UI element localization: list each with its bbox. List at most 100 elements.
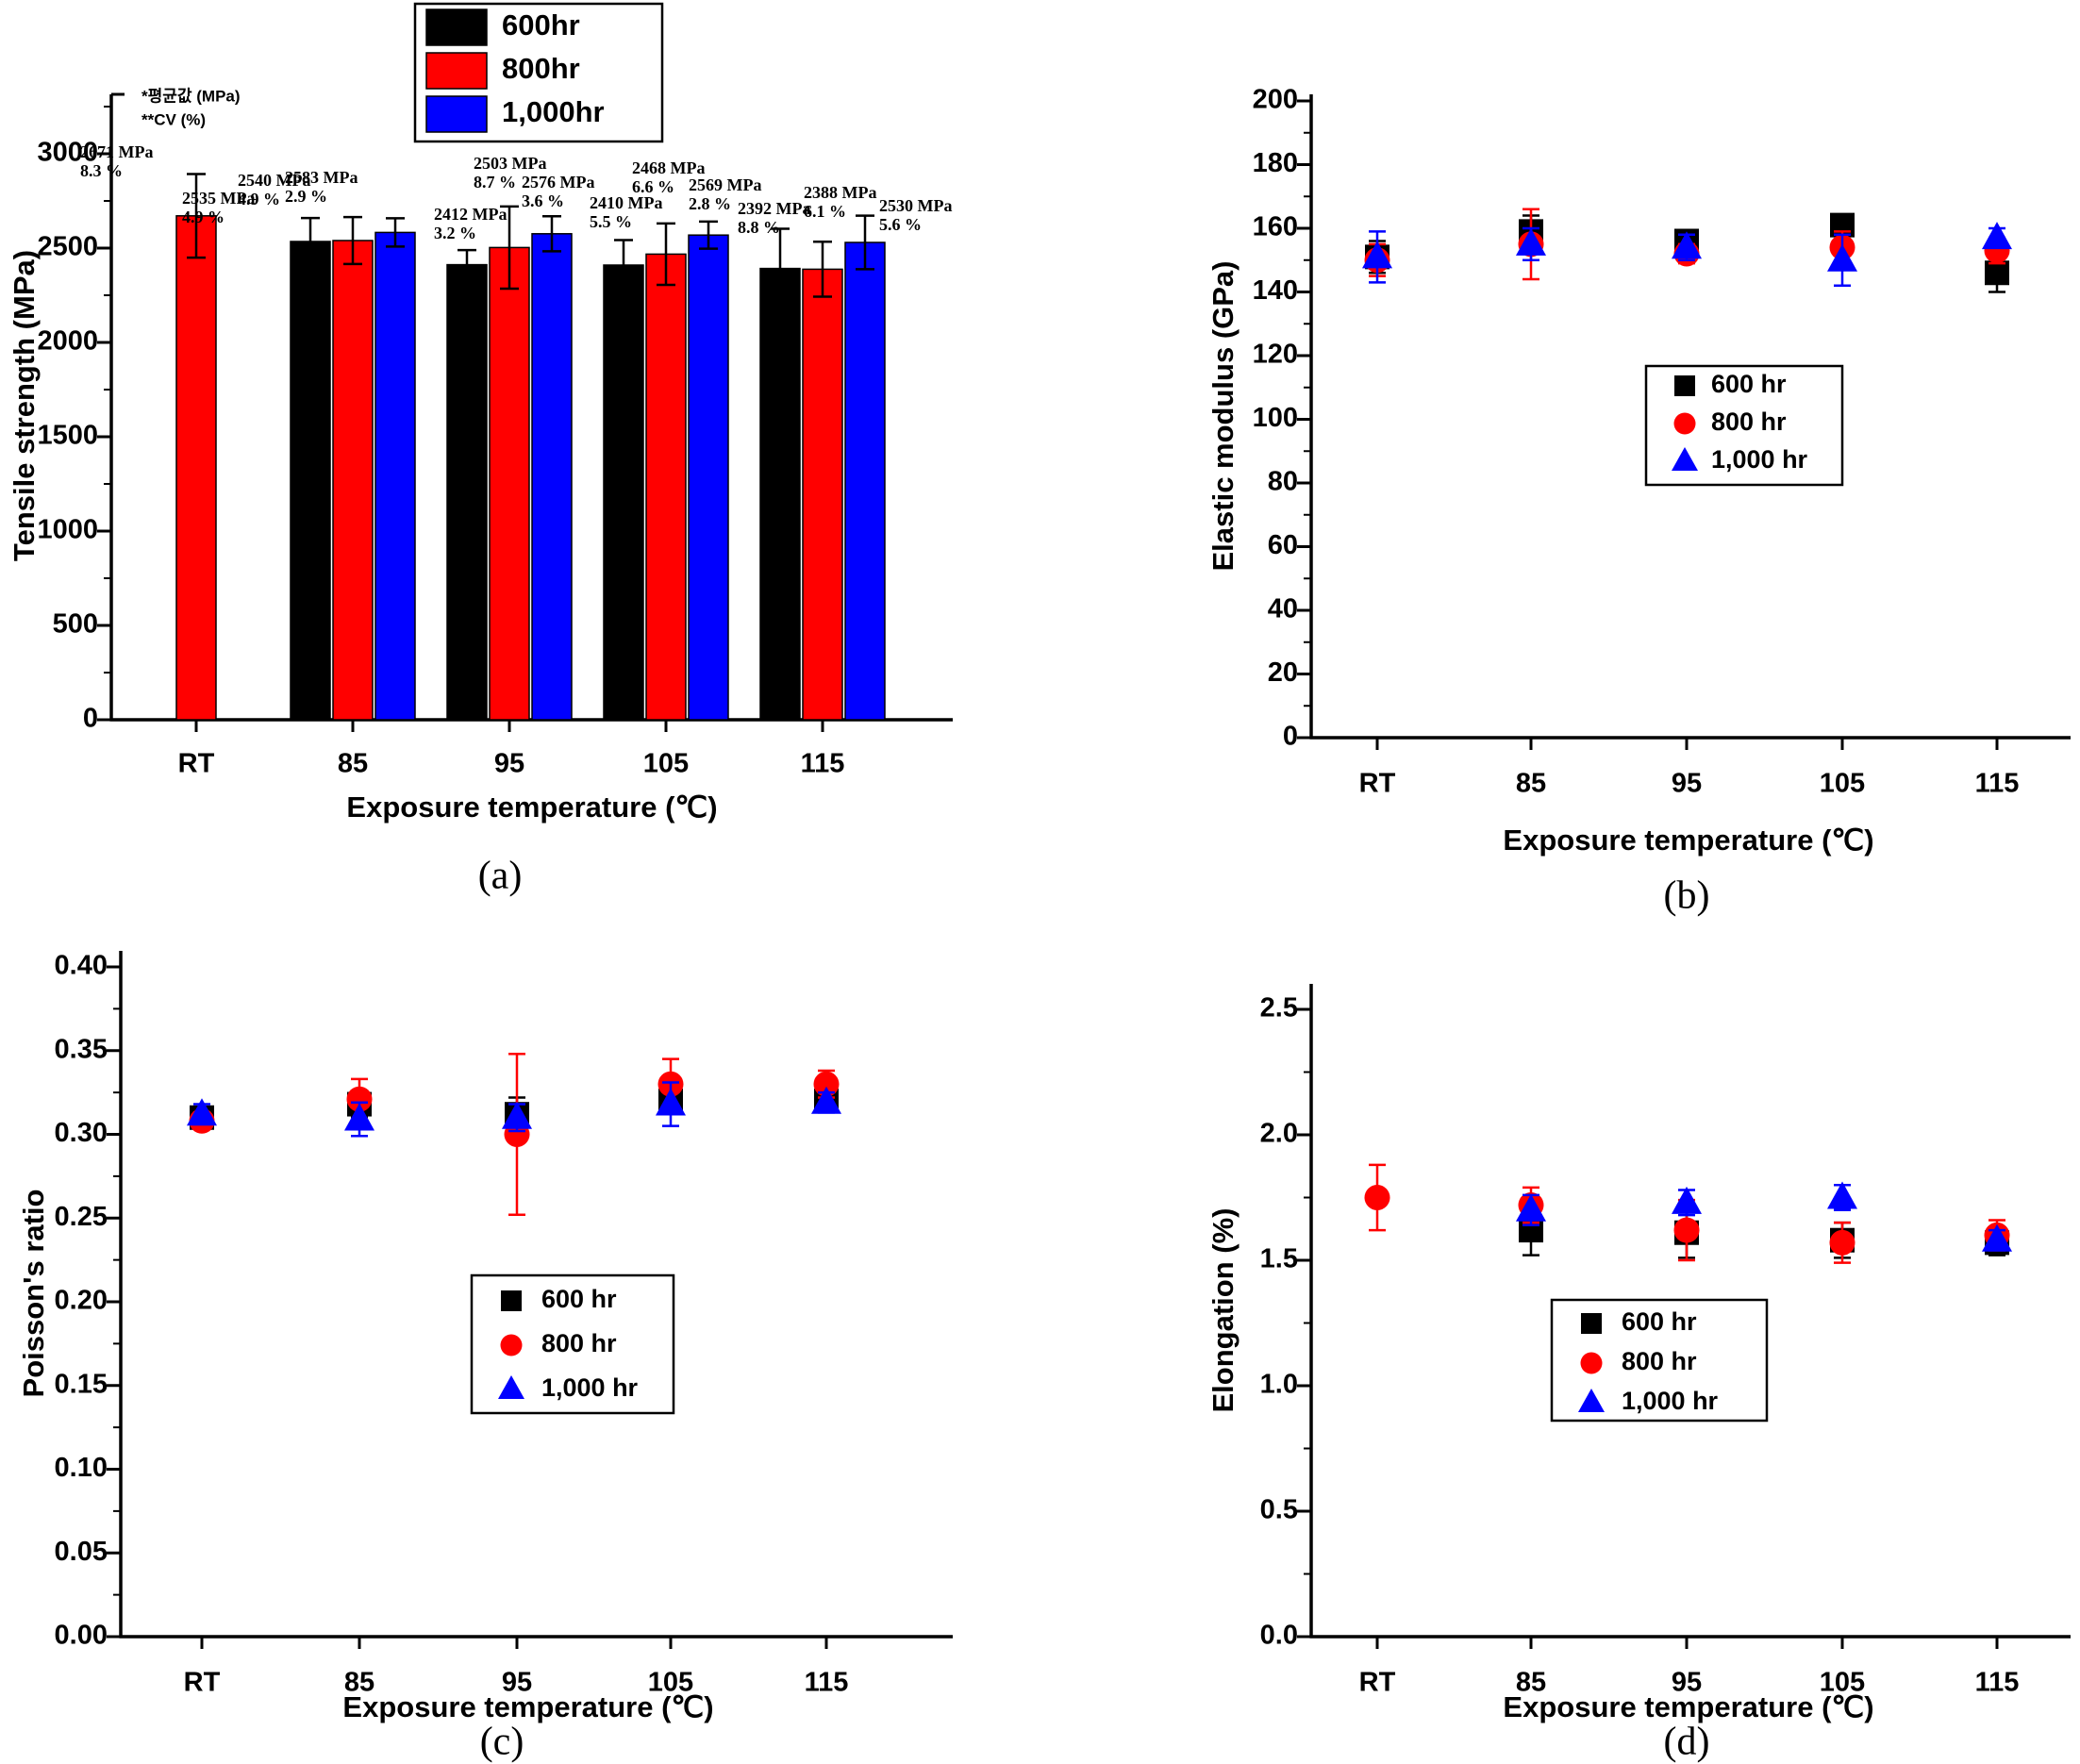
marker-triangle (187, 1098, 217, 1126)
bar (446, 263, 488, 721)
bar (531, 233, 573, 721)
x-tick-label: 105 (643, 749, 689, 779)
bar-cv-label: 6.1 % (804, 202, 846, 221)
bar-error (771, 227, 790, 309)
x-axis-title: Exposure temperature (℃) (342, 1690, 713, 1723)
bar-cv-label: 5.5 % (590, 212, 632, 231)
y-tick-label: 0.30 (55, 1118, 108, 1148)
bar (489, 246, 530, 721)
y-axis-title: Tensile strength (MPa) (8, 250, 41, 561)
y-tick-label: 100 (1253, 403, 1298, 433)
marker-triangle (1827, 243, 1857, 272)
legend-label: 800 hr (541, 1329, 617, 1357)
bar-value-label: 2569 MPa (689, 175, 761, 194)
bar-error (856, 214, 874, 271)
bar-cv-label: 8.3 % (80, 161, 123, 180)
x-tick-label: 105 (648, 1668, 693, 1698)
y-tick-label: 2000 (37, 326, 98, 357)
bar-value-label: 2412 MPa (434, 205, 507, 224)
stat-note: *평균값 (MPa) (141, 87, 241, 105)
legend-label: 1,000 hr (1711, 445, 1808, 474)
x-tick-label: 85 (338, 749, 368, 779)
legend-marker-circle (500, 1334, 523, 1356)
legend-label: 800hr (502, 52, 580, 85)
legend: 600 hr 800 hr 1,000 hr (470, 1273, 675, 1415)
bar-value-label: 2576 MPa (522, 173, 594, 191)
y-tick-label: 0.40 (55, 951, 108, 981)
x-tick-label: 95 (1672, 769, 1702, 799)
x-tick-label: 95 (502, 1668, 532, 1698)
legend-marker-square (1674, 375, 1695, 396)
bar-value-label: 2671 MPa (80, 142, 153, 161)
bar-value-label: 2583 MPa (285, 168, 358, 187)
bar (603, 264, 644, 721)
bar-error (699, 220, 718, 250)
bar-error (614, 239, 633, 291)
x-tick-label: 115 (1975, 1668, 2020, 1698)
marker-triangle (1982, 222, 2012, 250)
legend-marker-triangle (498, 1375, 524, 1399)
y-tick-label: 20 (1268, 657, 1298, 688)
x-tick-label: 95 (1672, 1668, 1702, 1698)
y-tick-label: 2.5 (1260, 993, 1298, 1023)
legend-swatch (425, 95, 488, 133)
marker-circle (1364, 1185, 1390, 1210)
marker-circle (346, 1086, 373, 1112)
y-tick-label: 120 (1253, 340, 1298, 370)
bar-cv-label: 4.9 % (182, 208, 225, 226)
marker-triangle (1672, 1186, 1702, 1214)
panel-caption: (c) (480, 1721, 524, 1764)
y-tick-label: 200 (1253, 85, 1298, 115)
marker-triangle (1516, 1193, 1546, 1222)
x-tick-label: 85 (344, 1668, 374, 1698)
legend-marker-triangle (1672, 447, 1698, 471)
marker-circle (1829, 1229, 1855, 1256)
legend: 600 hr 800 hr 1,000 hr (1644, 364, 1844, 487)
x-tick-label: 105 (1820, 769, 1865, 799)
x-tick-label: RT (1359, 769, 1396, 799)
bar-error (657, 222, 675, 287)
legend-label: 600 hr (1711, 370, 1787, 398)
legend-swatch (425, 8, 488, 46)
legend-swatch (425, 52, 488, 90)
x-tick-label: 115 (801, 749, 845, 779)
marker-triangle (1827, 1181, 1857, 1209)
legend-marker-triangle (1578, 1389, 1605, 1412)
y-tick-label: 0 (83, 704, 98, 734)
bar-error (187, 173, 206, 259)
marker-square (1985, 260, 2009, 286)
bar-error (386, 217, 405, 248)
bar-value-label: 2540 MPa (238, 171, 310, 190)
panel-b: 0 20 40 60 80 100 120 140 160 180 200 RT 85 95 105 115 E… (1206, 85, 2071, 918)
panel-d: 0.0 0.5 1.0 1.5 2.0 2.5 RT 85 95 105 115 Exposure t… (1206, 984, 2071, 1764)
marker-circle (813, 1071, 840, 1097)
x-axis-title: Exposure temperature (℃) (1503, 824, 1873, 857)
bar-error (813, 241, 832, 298)
bar-error (343, 215, 362, 266)
x-tick-label: RT (1359, 1668, 1396, 1698)
data-points (187, 1053, 841, 1216)
y-tick-label: 0.25 (55, 1202, 108, 1232)
bar-value-label: 2410 MPa (590, 193, 662, 212)
y-tick-label: 0.35 (55, 1034, 108, 1064)
bar-cv-label: 2.8 % (689, 194, 731, 213)
stat-note: **CV (%) (141, 110, 206, 128)
legend-label: 800 hr (1711, 408, 1787, 436)
y-tick-label: 2.0 (1260, 1119, 1298, 1149)
y-tick-label: 80 (1268, 467, 1298, 497)
x-tick-label: 95 (494, 749, 524, 779)
bar-value-label: 2503 MPa (474, 154, 546, 173)
y-tick-label: 0.00 (55, 1621, 108, 1651)
x-tick-label: 85 (1516, 769, 1546, 799)
data-points (1362, 208, 2012, 293)
y-tick-label: 0.10 (55, 1453, 108, 1483)
bar-value-label: 2530 MPa (879, 196, 952, 215)
bar-cv-label: 2.9 % (285, 187, 327, 206)
y-tick-label: 1500 (37, 421, 98, 451)
x-tick-label: 105 (1820, 1668, 1865, 1698)
marker-triangle (1672, 231, 1702, 259)
bar-error (500, 205, 519, 291)
bar (645, 253, 687, 721)
legend-marker-circle (1580, 1352, 1603, 1374)
marker-triangle (1982, 1223, 2012, 1252)
